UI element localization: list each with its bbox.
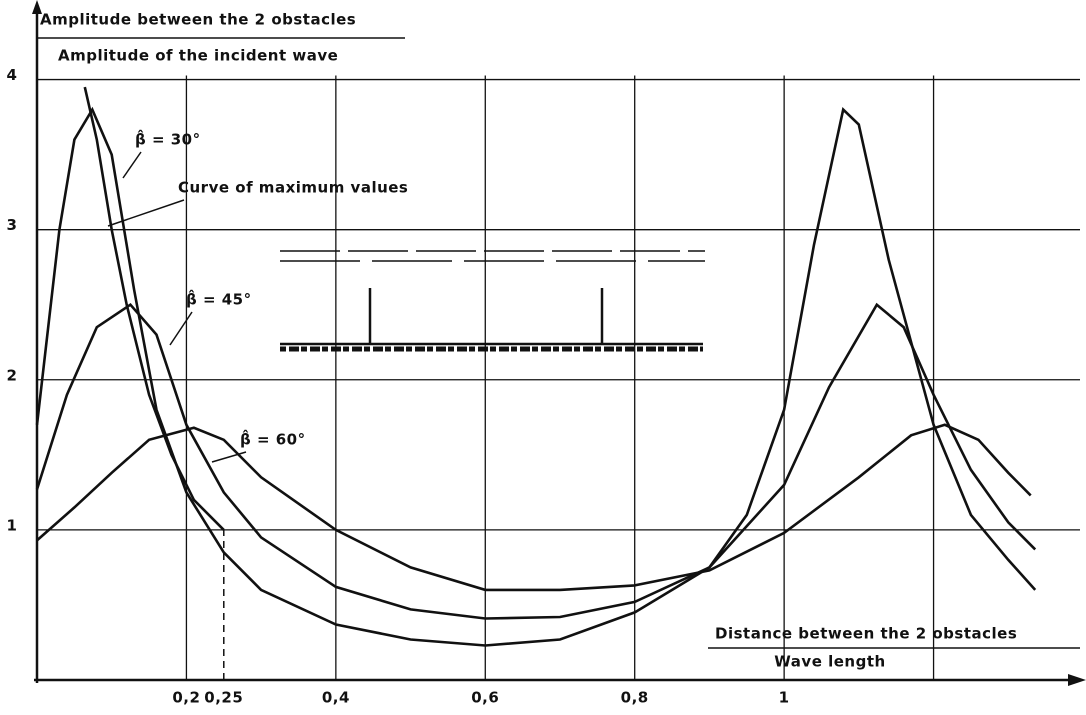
y-arrow (32, 0, 42, 14)
x-arrow (1068, 674, 1086, 686)
x-tick-label: 0,6 (471, 689, 499, 707)
label-arrow (107, 199, 185, 227)
series-label: Curve of maximum values (178, 179, 408, 197)
axes (32, 0, 1086, 686)
series-line (36, 423, 1032, 592)
label-arrow (211, 451, 247, 463)
x-tick-label: 0,25 (204, 689, 243, 707)
inset-diagram (280, 250, 705, 352)
x-tick-label: 1 (779, 689, 790, 707)
x-label: Wave length (774, 653, 885, 671)
y-tick-label: 2 (7, 366, 18, 384)
x-tick-label: 0,2 (172, 689, 200, 707)
series-line (83, 86, 225, 531)
label-arrow (122, 151, 142, 179)
y-label: Amplitude of the incident wave (58, 47, 338, 65)
x-tick-label: 0,4 (322, 689, 350, 707)
series-line (35, 302, 1037, 620)
y-tick-label: 3 (7, 216, 18, 234)
x-label: Distance between the 2 obstacles (715, 625, 1017, 643)
series-line (35, 106, 1037, 647)
y-label: Amplitude between the 2 obstacles (40, 11, 356, 29)
series-label: β̂ = 60° (240, 429, 306, 449)
y-tick-label: 4 (7, 66, 18, 84)
series-label: β̂ = 45° (186, 289, 252, 309)
y-tick-label: 1 (7, 516, 18, 534)
series-label: β̂ = 30° (135, 129, 201, 149)
label-arrow (169, 311, 193, 346)
x-tick-label: 0,8 (621, 689, 649, 707)
